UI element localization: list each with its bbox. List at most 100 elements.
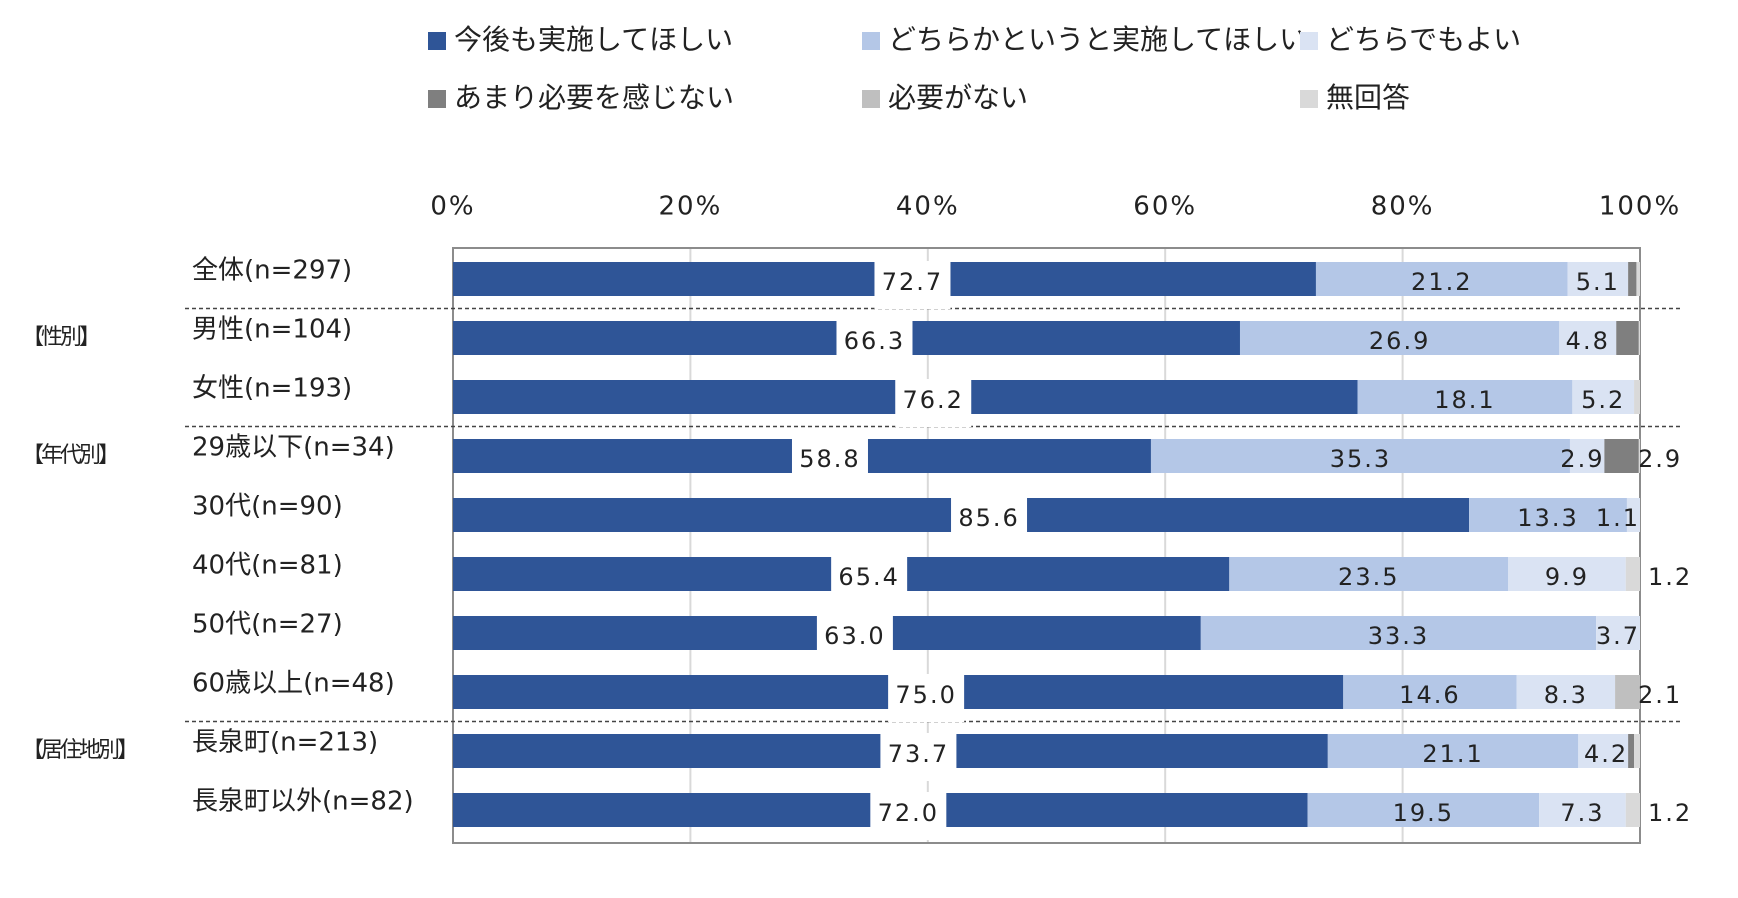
data-label: 8.3: [1544, 681, 1588, 709]
data-label-bg: [791, 438, 868, 486]
data-label: 21.2: [1411, 268, 1472, 296]
data-label-bg: [895, 379, 972, 427]
plot-frame: [452, 247, 1641, 844]
data-label: 73.7: [888, 740, 949, 768]
data-label: 3.7: [1596, 622, 1640, 650]
bar-segment: [1638, 321, 1640, 355]
data-label: 7.3: [1560, 799, 1604, 827]
row-label: 長泉町(n=213): [192, 728, 378, 758]
legend-label: 無回答: [1326, 81, 1410, 114]
data-label: 33.3: [1368, 622, 1429, 650]
data-label: 21.1: [1422, 740, 1483, 768]
data-label: 58.8: [799, 445, 860, 473]
data-label-bg: [874, 261, 951, 309]
bar-segment: [1636, 262, 1640, 296]
data-label: 2.9: [1560, 445, 1604, 473]
data-label-bg: [836, 320, 913, 368]
bar-segment: [1628, 262, 1637, 296]
legend-swatch: [862, 32, 880, 50]
x-tick-label: 80%: [1371, 192, 1435, 222]
row-label: 29歳以下(n=34): [192, 433, 395, 463]
data-label: 5.2: [1581, 386, 1625, 414]
bar-segment: [1508, 557, 1626, 591]
bar-segment: [1638, 439, 1640, 473]
data-label: 26.9: [1369, 327, 1430, 355]
bar-segment: [1626, 498, 1640, 532]
row-label: 長泉町以外(n=82): [192, 787, 414, 817]
bar-segment: [1616, 321, 1639, 355]
x-tick-label: 0%: [430, 192, 475, 222]
legend-swatch: [1300, 32, 1318, 50]
bar-segment: [1572, 380, 1635, 414]
data-label: 72.7: [882, 268, 943, 296]
x-tick-label: 20%: [659, 192, 723, 222]
legend-label: どちらでもよい: [1326, 23, 1521, 56]
group-label: 【居住地別】: [22, 738, 136, 763]
bar-segment: [1567, 262, 1629, 296]
data-label: 13.3: [1517, 504, 1578, 532]
bar-segment: [1634, 380, 1640, 414]
legend-label: 今後も実施してほしい: [454, 23, 733, 56]
group-label: 【年代別】: [22, 443, 117, 468]
bar-segment: [1596, 616, 1640, 650]
row-label: 60歳以上(n=48): [192, 669, 395, 699]
bar-segment: [1578, 734, 1629, 768]
group-label: 【性別】: [22, 325, 98, 350]
bar-segment: [1615, 675, 1640, 709]
legend-label: あまり必要を感じない: [454, 81, 734, 114]
x-tick-label: 60%: [1133, 192, 1197, 222]
data-label: 65.4: [838, 563, 899, 591]
legend-label: 必要がない: [888, 81, 1028, 114]
bar-segment: [1469, 498, 1627, 532]
bar-segment: [1200, 616, 1597, 650]
bar-segment: [1559, 321, 1617, 355]
row-label: 30代(n=90): [192, 492, 343, 522]
bar-segment: [1625, 793, 1640, 827]
data-label: 23.5: [1338, 563, 1399, 591]
bar-segment: [1357, 380, 1573, 414]
bar-segment: [1634, 734, 1640, 768]
bar-segment: [1229, 557, 1509, 591]
data-label: 4.8: [1566, 327, 1610, 355]
bar-segment: [1569, 439, 1605, 473]
data-label: 63.0: [824, 622, 885, 650]
data-label: 76.2: [903, 386, 964, 414]
data-label: 1.1: [1596, 504, 1640, 532]
row-label: 全体(n=297): [192, 256, 352, 286]
data-label: 4.2: [1584, 740, 1628, 768]
data-label: 5.1: [1576, 268, 1620, 296]
data-label: 9.9: [1545, 563, 1589, 591]
data-label: 72.0: [878, 799, 939, 827]
data-label: 66.3: [844, 327, 905, 355]
data-label-bg: [888, 674, 965, 722]
data-label: 2.1: [1638, 681, 1682, 709]
data-label: 2.9: [1638, 445, 1682, 473]
legend-swatch: [428, 32, 446, 50]
data-label: 1.2: [1648, 799, 1692, 827]
row-label: 男性(n=104): [192, 315, 352, 345]
x-tick-label: 100%: [1599, 192, 1681, 222]
data-label: 35.3: [1330, 445, 1391, 473]
row-label: 40代(n=81): [192, 551, 343, 581]
bar-segment: [1239, 321, 1560, 355]
legend-swatch: [862, 90, 880, 108]
bar-segment: [1625, 557, 1640, 591]
bar-segment: [1307, 793, 1540, 827]
bar-segment: [1539, 793, 1626, 827]
data-label-bg: [951, 497, 1028, 545]
data-label-bg: [880, 733, 957, 781]
legend-swatch: [1300, 90, 1318, 108]
data-label-bg: [831, 556, 908, 604]
data-label: 1.2: [1648, 563, 1692, 591]
row-label: 女性(n=193): [192, 374, 352, 404]
legend-label: どちらかというと実施してほしい: [888, 23, 1307, 56]
bar-segment: [1516, 675, 1616, 709]
row-label: 50代(n=27): [192, 610, 343, 640]
bar-segment: [1604, 439, 1639, 473]
x-tick-label: 40%: [896, 192, 960, 222]
data-label: 18.1: [1434, 386, 1495, 414]
bar-segment: [1315, 262, 1568, 296]
bar-segment: [1327, 734, 1579, 768]
bar-segment: [1343, 675, 1517, 709]
